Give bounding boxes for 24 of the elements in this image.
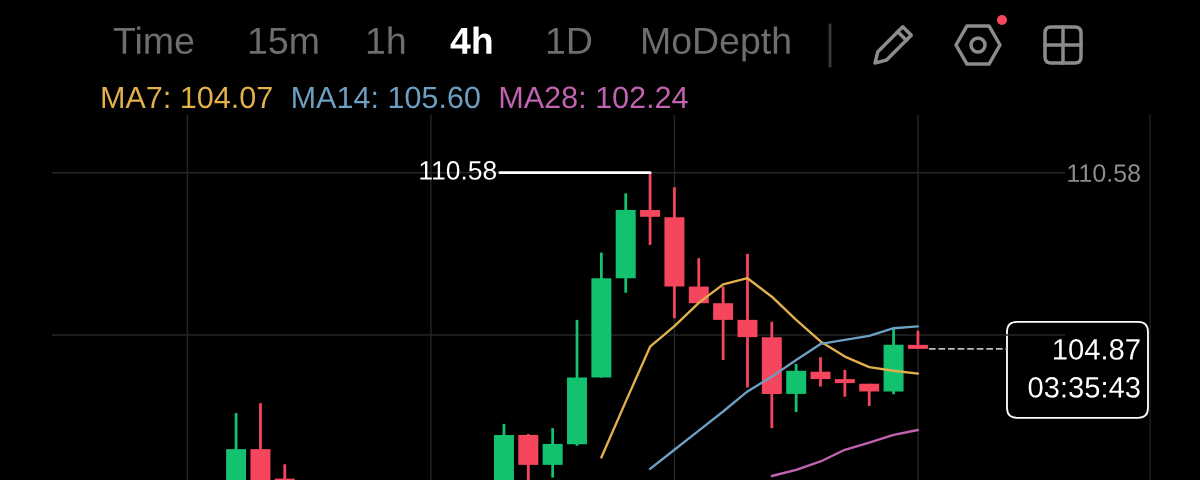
candlestick — [640, 171, 661, 247]
candlestick — [786, 362, 807, 414]
candlestick — [907, 329, 928, 351]
text: Time — [113, 26, 194, 55]
text: 4h — [450, 26, 492, 54]
candlestick — [737, 252, 758, 389]
text: 15m — [249, 27, 318, 55]
candlestick — [834, 368, 855, 399]
text: 1D — [547, 27, 592, 54]
annotation: 110.58 — [420, 161, 496, 180]
text: MA14: 105.60 — [293, 86, 480, 109]
text: MA7: 104.07 — [102, 86, 272, 109]
line-series — [600, 277, 920, 459]
candlestick — [810, 355, 831, 388]
text: 03:35:43 — [1028, 377, 1140, 398]
text: 1h — [367, 26, 405, 54]
text: Depth — [695, 26, 790, 62]
line-series — [648, 325, 920, 471]
candlestick — [542, 426, 563, 479]
text: Mo — [643, 27, 691, 55]
text: MA28: 102.24 — [500, 86, 688, 109]
y-tick-label: 104.87 — [1054, 339, 1140, 360]
candlestick — [713, 285, 734, 362]
line-series — [770, 428, 920, 478]
